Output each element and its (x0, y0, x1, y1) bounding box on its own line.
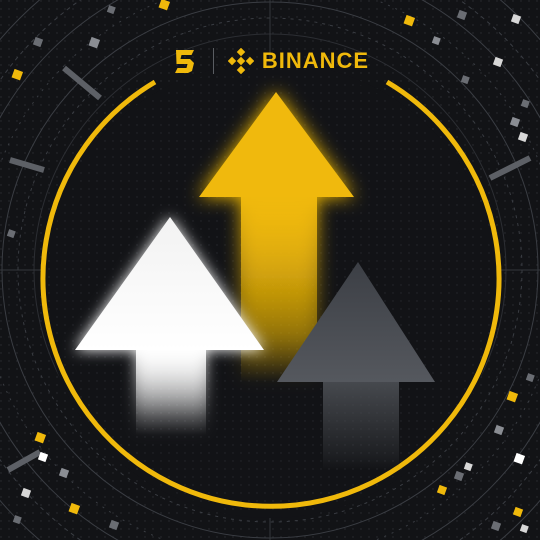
binance-logo: BINANCE (227, 48, 370, 74)
radial-bars (6, 65, 532, 473)
binance-wordmark: BINANCE (261, 48, 370, 73)
gray-arrow (277, 262, 435, 470)
binance-diamond-icon (227, 48, 254, 74)
white-arrow (75, 217, 264, 435)
logo-divider (212, 48, 214, 74)
five-logo-icon (171, 47, 199, 75)
scattered-squares (6, 0, 535, 534)
yellow-frame-ring (40, 79, 502, 509)
brand-header: BINANCE (0, 46, 540, 76)
